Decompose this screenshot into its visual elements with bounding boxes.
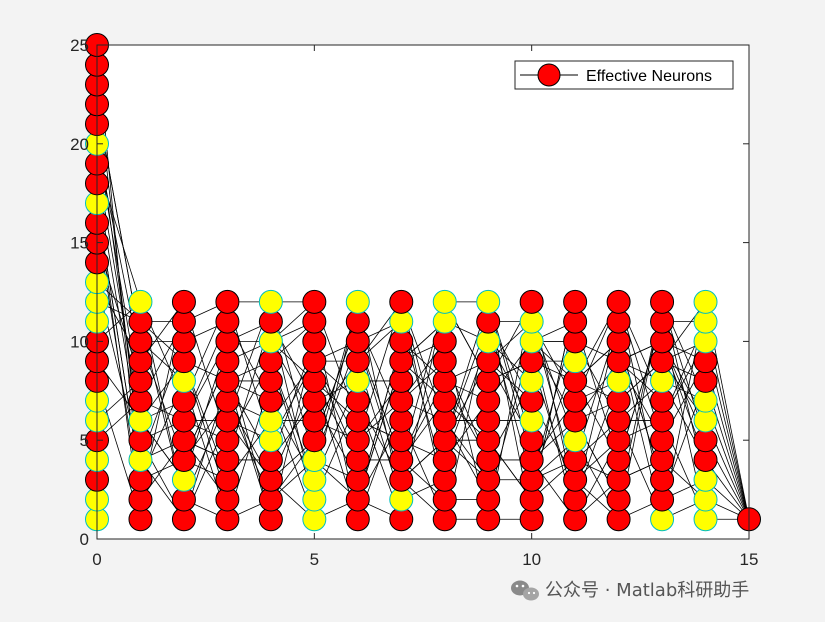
connection-line [574,321,619,500]
x-tick-label: 10 [522,550,541,569]
legend: Effective Neurons [514,60,734,90]
neuron-marker-effective [302,289,327,314]
connection-line [705,341,750,520]
watermark: 公众号 · Matlab科研助手 [511,580,749,601]
neuron-marker-effective [563,289,588,314]
neuron-marker-ineffective [345,289,370,314]
y-tick-label: 10 [70,332,89,351]
neuron-marker-ineffective [476,289,501,314]
connection-line [357,301,402,362]
connection-line [313,301,359,480]
x-tick-label: 15 [740,550,759,569]
neuron-marker-effective [519,289,544,314]
connection-line [444,420,489,480]
y-tick-label: 5 [80,431,89,450]
neuron-marker-effective [215,289,240,314]
connection-line [140,301,185,362]
neuron-marker-effective [650,289,675,314]
x-tick-label: 5 [310,550,319,569]
y-tick-label: 20 [70,135,89,154]
connection-line [400,400,446,461]
connection-line [487,439,532,500]
connection-line [183,400,228,461]
connection-line [96,360,141,421]
connection-line [357,380,402,441]
connection-line [705,459,750,520]
neuron-marker-effective [389,289,414,314]
legend-marker [537,63,561,87]
neuron-marker-effective [606,289,631,314]
y-tick-label: 0 [80,530,89,549]
connection-line [487,341,532,401]
wechat-icon [511,580,539,601]
connection-line [531,459,576,520]
connection-line [661,301,706,362]
neuron-marker-ineffective [128,289,153,314]
connection-line [270,321,315,500]
connection-line [400,341,446,401]
x-tick-label: 0 [92,550,101,569]
connection-line [270,341,315,520]
connection-line [140,439,185,500]
watermark-text: 公众号 · Matlab科研助手 [545,580,749,601]
y-tick-label: 25 [70,36,89,55]
neuron-marker-ineffective [258,289,283,314]
connection-line [140,360,185,421]
axis-ticks: 0 5 10 15 0 5 10 15 20 25 [70,36,758,569]
connection-line [140,459,185,520]
y-tick-label: 15 [70,234,89,253]
neuron-marker-ineffective [693,289,718,314]
legend-label: Effective Neurons [586,68,712,85]
axes-background [97,45,749,539]
connection-line [96,282,141,461]
axes-box [96,44,750,540]
neuron-marker-ineffective [432,289,457,314]
connection-line [444,400,489,461]
neuron-marker-effective [171,289,196,314]
connection-line [531,400,576,461]
